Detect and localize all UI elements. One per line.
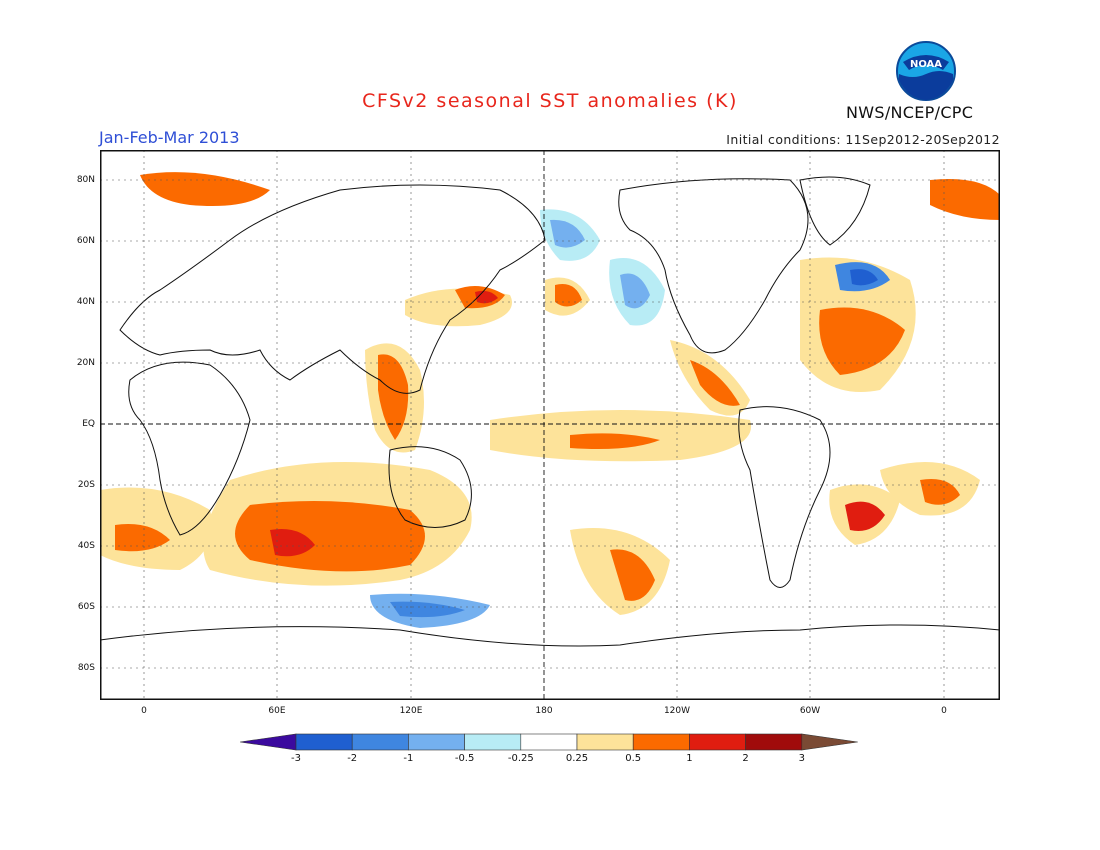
lat-label: 20S bbox=[77, 480, 95, 490]
colorbar-segment bbox=[745, 733, 803, 751]
colorbar-segment bbox=[408, 733, 465, 751]
noaa-logo-text: NOAA bbox=[910, 59, 942, 70]
colorbar-segment bbox=[240, 733, 297, 751]
lon-label: 120E bbox=[399, 706, 423, 716]
colorbar-tick-label: 0.25 bbox=[565, 753, 589, 764]
anomaly-fields bbox=[100, 172, 1000, 628]
sst-anomaly-map bbox=[100, 150, 1000, 700]
lat-label: 40S bbox=[77, 541, 95, 551]
colorbar-segment bbox=[520, 733, 578, 751]
colorbar-segment bbox=[689, 733, 746, 751]
map-title: CFSv2 seasonal SST anomalies (K) bbox=[362, 90, 738, 112]
colorbar-tick-label: 1 bbox=[686, 753, 693, 764]
lon-label: 180 bbox=[535, 706, 553, 716]
colorbar-tick-label: -1 bbox=[403, 753, 414, 764]
colorbar-tick-label: 3 bbox=[798, 753, 805, 764]
lat-label: 40N bbox=[76, 297, 95, 307]
lat-label: 20N bbox=[76, 358, 95, 368]
lon-label: 0 bbox=[941, 706, 947, 716]
colorbar-tick-label: -0.5 bbox=[454, 753, 475, 764]
colorbar-segment bbox=[295, 733, 353, 751]
colorbar-segment bbox=[801, 733, 858, 751]
lon-label: 60W bbox=[799, 706, 821, 716]
colorbar-tick-label: -0.25 bbox=[507, 753, 534, 764]
lat-label: 80N bbox=[76, 175, 95, 185]
lat-label: 60S bbox=[77, 602, 95, 612]
noaa-logo: NOAA bbox=[896, 41, 956, 101]
lat-label: 80S bbox=[77, 663, 95, 673]
agency-label: NWS/NCEP/CPC bbox=[846, 103, 974, 122]
colorbar-tick-label: -3 bbox=[291, 753, 301, 764]
lat-label: 60N bbox=[76, 236, 95, 246]
lon-label: 120W bbox=[663, 706, 691, 716]
colorbar-segment bbox=[576, 733, 634, 751]
colorbar-tick-label: 2 bbox=[742, 753, 749, 764]
colorbar-segment bbox=[632, 733, 690, 751]
lon-label: 0 bbox=[141, 706, 147, 716]
lon-label: 60E bbox=[268, 706, 286, 716]
initial-conditions: Initial conditions: 11Sep2012-20Sep2012 bbox=[726, 132, 1000, 147]
continent-outlines bbox=[100, 176, 1000, 700]
colorbar-segment bbox=[464, 733, 522, 751]
colorbar-segment bbox=[351, 733, 409, 751]
grid-lines bbox=[100, 150, 1000, 700]
colorbar-tick-label: 0.5 bbox=[625, 753, 642, 764]
forecast-period: Jan-Feb-Mar 2013 bbox=[99, 128, 240, 147]
lat-label: EQ bbox=[82, 419, 95, 429]
colorbar bbox=[240, 733, 858, 751]
colorbar-tick-label: -2 bbox=[347, 753, 358, 764]
map-frame bbox=[100, 150, 1000, 700]
